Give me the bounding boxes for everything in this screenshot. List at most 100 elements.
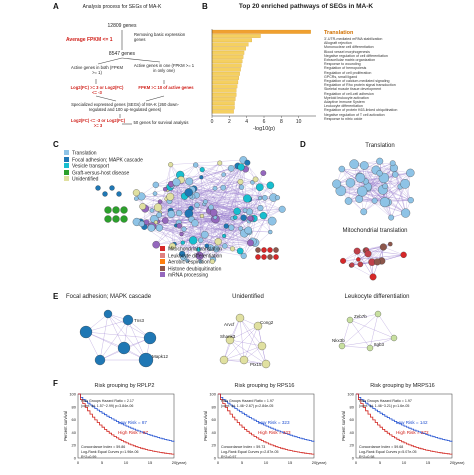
network-node	[338, 165, 346, 173]
legend-label: Vesicle transport	[72, 163, 109, 170]
panel-d-bottom-title: Mitochondrial translation	[342, 228, 408, 234]
low-risk-curve	[78, 393, 175, 442]
y-axis-label: Percent survival	[63, 411, 68, 441]
network-edge	[107, 313, 125, 349]
y-tick-label: 40	[212, 430, 217, 435]
network-node	[355, 173, 366, 183]
legend-item: Histone deubiquitination	[160, 265, 221, 272]
y-tick-label: 80	[350, 404, 355, 409]
network-edge	[232, 165, 238, 249]
network-node	[392, 171, 399, 178]
x-tick-label: 15	[288, 460, 293, 465]
network-node	[388, 214, 395, 221]
x-tick-label: 5	[101, 460, 104, 465]
y-tick-label: 0	[74, 456, 77, 461]
panel-c-network	[95, 156, 286, 265]
network-node	[259, 211, 267, 220]
x-tick-label: 5	[379, 460, 382, 465]
network-edge	[363, 172, 411, 212]
legend-swatch	[160, 252, 165, 258]
y-tick-label: 100	[209, 392, 216, 397]
network-node	[222, 243, 228, 249]
network-node	[166, 192, 175, 201]
network-edge	[405, 172, 411, 214]
network-node	[181, 226, 187, 232]
network-edge	[341, 345, 371, 349]
legend-swatch	[160, 272, 165, 277]
network-node	[274, 195, 280, 201]
network-node	[120, 215, 128, 223]
network-node	[258, 196, 263, 201]
network-node	[185, 258, 190, 263]
network-node	[219, 355, 229, 365]
network-node	[116, 191, 122, 197]
network-node	[120, 206, 128, 214]
network-node	[357, 261, 364, 268]
network-node	[109, 185, 115, 191]
arrow-6	[95, 95, 117, 102]
network-node	[195, 251, 204, 260]
network-edge	[369, 337, 395, 349]
network-edge	[213, 162, 248, 213]
network-node	[117, 341, 131, 355]
network-node	[379, 197, 390, 208]
network-node	[112, 215, 120, 223]
legend-item: Vesicle transport	[64, 163, 109, 170]
survival-annotation: R^2=0.98	[359, 455, 374, 459]
bar-8	[211, 63, 242, 68]
bar-3	[211, 42, 249, 47]
gene-label: Nkx3b	[332, 338, 345, 343]
network-edge	[183, 197, 278, 230]
high-risk-curve	[78, 393, 175, 455]
network-node	[143, 331, 157, 345]
network-edge	[212, 218, 252, 260]
bar-chart-svg: 0 2 4 6 8 10 -log10(p)	[211, 29, 316, 132]
flow-filter-left: Log2(FC) >= 3 or Log2(FC) <= -3	[70, 85, 124, 95]
x-tick-label: 8	[280, 119, 283, 125]
network-node	[153, 203, 163, 212]
network-node	[228, 224, 235, 231]
x-axis-label: -log10(p)	[253, 126, 275, 132]
network-node	[340, 257, 347, 264]
network-node	[179, 250, 186, 257]
network-edge	[183, 185, 271, 258]
x-tick-label: 10	[264, 460, 269, 465]
network-node	[223, 223, 229, 229]
network-edge	[127, 319, 147, 361]
bar-10	[211, 71, 240, 76]
network-edge	[336, 163, 393, 185]
flow-arrows	[95, 30, 165, 125]
network-node	[137, 192, 146, 201]
network-node	[371, 197, 378, 204]
network-edge	[181, 218, 233, 235]
network-edge	[349, 313, 379, 321]
survival-annotation: High Risk = 87	[118, 430, 148, 435]
network-node	[332, 179, 342, 189]
x-tick-label: 0	[211, 119, 214, 125]
network-edge	[360, 246, 384, 265]
network-edge	[341, 337, 395, 347]
network-node	[268, 229, 273, 235]
network-edge	[383, 246, 404, 255]
legend-label: Leukocyte differentiation	[168, 253, 223, 259]
network-node	[278, 205, 286, 213]
network-node	[401, 208, 411, 218]
network-node	[252, 176, 259, 183]
bar-12	[211, 80, 239, 85]
legend-label: Mitochondrial translation	[168, 246, 223, 253]
network-node	[163, 187, 168, 192]
network-edge	[151, 179, 256, 211]
y-tick-label: 20	[72, 443, 77, 448]
network-edge	[166, 198, 253, 242]
network-node	[180, 240, 185, 245]
network-node	[233, 215, 238, 220]
network-edge	[240, 199, 250, 229]
panel-e-network-1: Tns3 Mapk12	[79, 309, 169, 368]
network-node	[257, 341, 267, 351]
panel-label-a: A	[53, 2, 59, 11]
network-node	[349, 262, 355, 268]
network-node	[168, 162, 174, 168]
network-edge	[343, 254, 404, 262]
network-node	[355, 195, 364, 203]
survival-annotation: High Risk = 323	[258, 430, 291, 435]
